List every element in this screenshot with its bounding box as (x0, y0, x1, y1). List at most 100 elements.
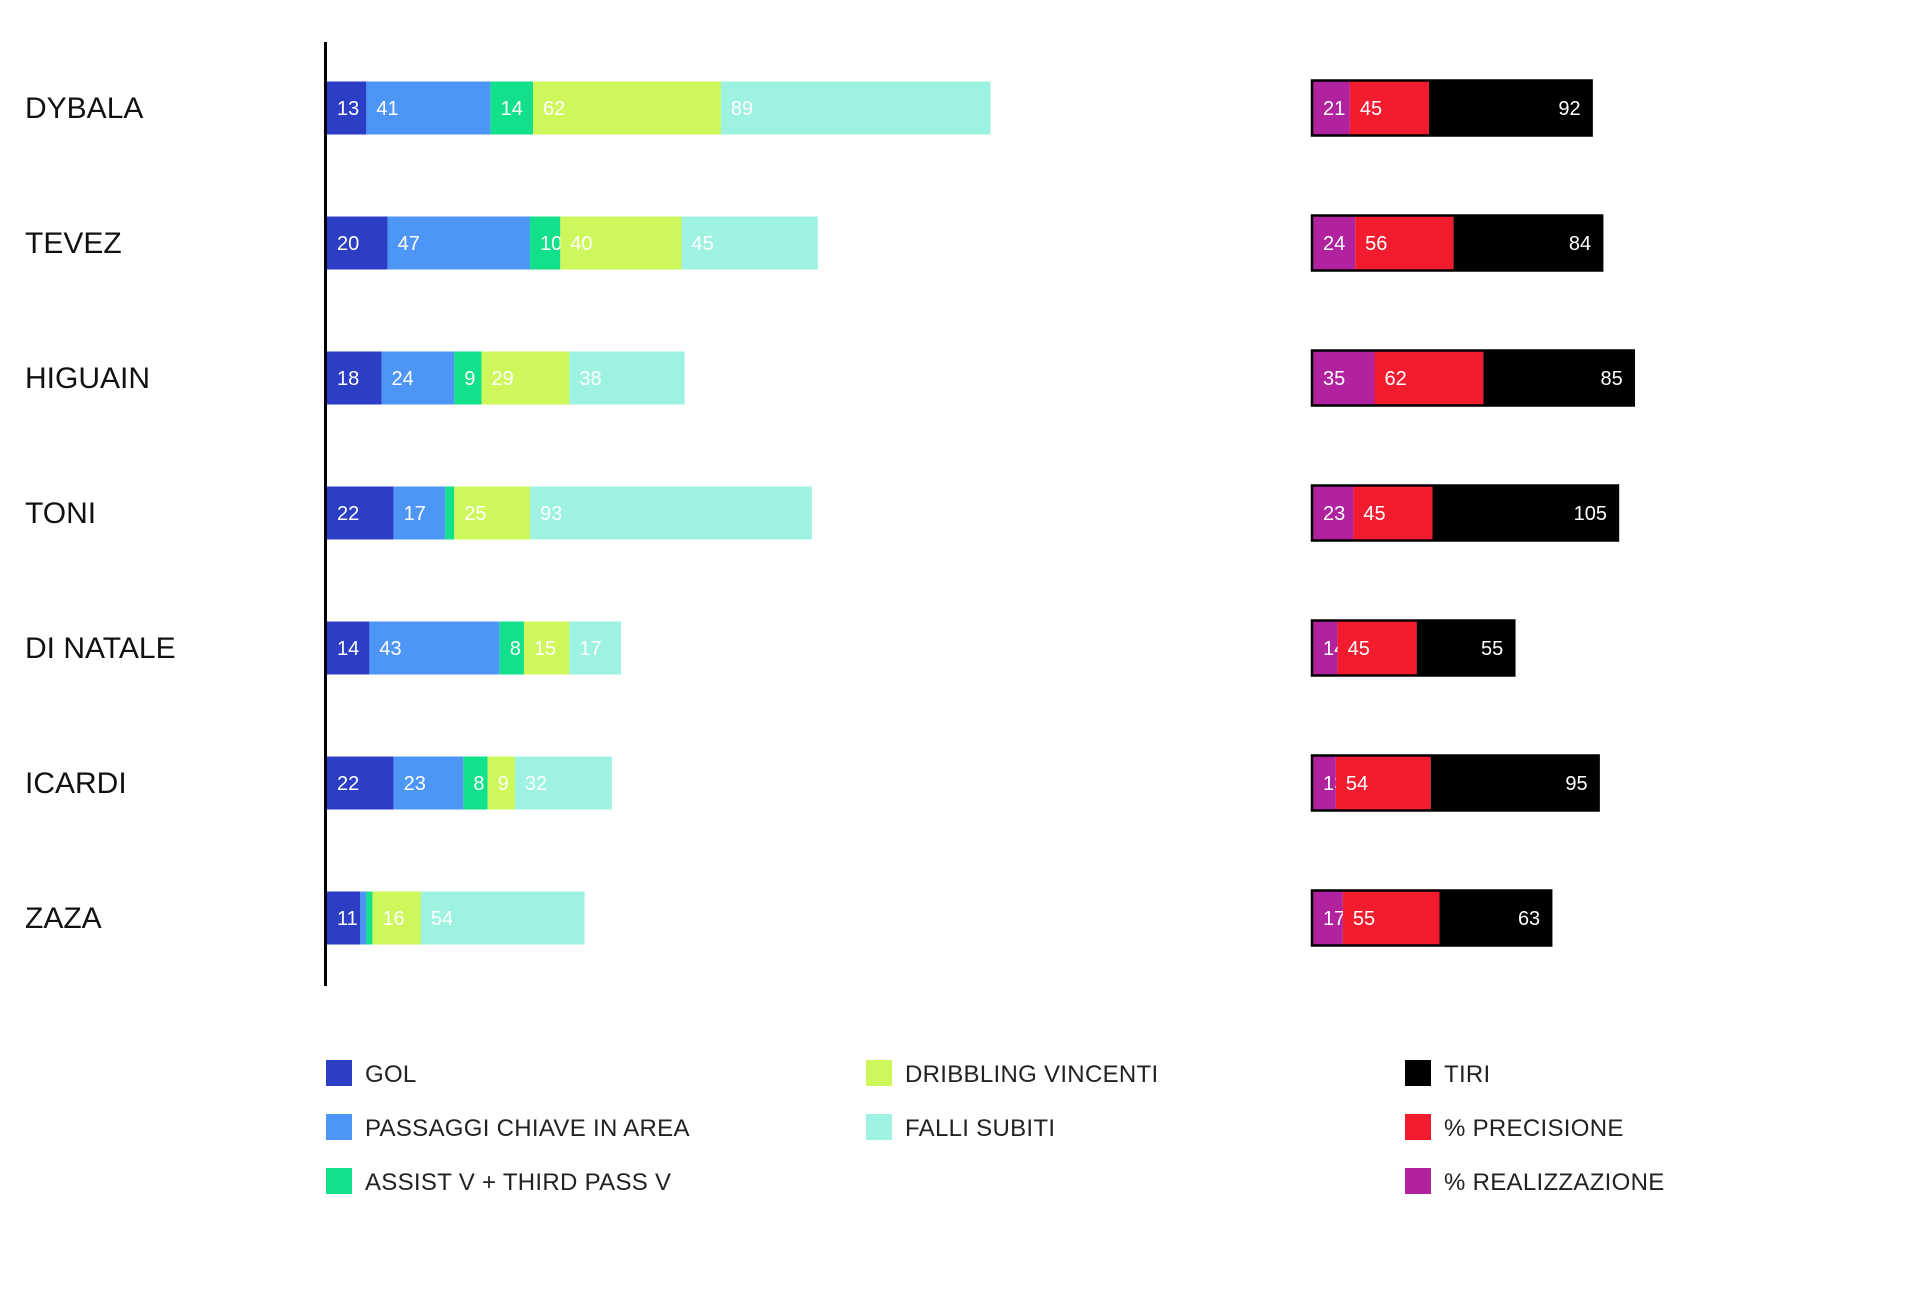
right-segment-tiri-tevez (1453, 216, 1602, 270)
right-bar-tevez: 24 56 84 (1310, 214, 1604, 272)
right-value-label: 105 (1574, 503, 1607, 525)
right-bar-frame (1310, 619, 1516, 677)
right-segment-precisione-tevez (1355, 216, 1454, 270)
left-value-label: 10 (540, 233, 562, 255)
legend-item-assist-v-third-pass-v: ASSIST V + THIRD PASS V (326, 1168, 671, 1196)
right-segment-realizzazione-icardi (1313, 756, 1336, 810)
left-segment-gol-tevez (327, 216, 388, 270)
legend-label: % REALIZZAZIONE (1444, 1169, 1665, 1196)
legend-label: DRIBBLING VINCENTI (905, 1061, 1158, 1088)
left-value-label: 17 (404, 503, 426, 525)
left-value-label: 40 (570, 233, 592, 255)
left-segment-falli-subiti-higuain (569, 351, 685, 405)
legend-label: % PRECISIONE (1444, 1115, 1624, 1142)
legend-swatch (866, 1114, 892, 1140)
left-segment-falli-subiti-icardi (514, 756, 612, 810)
left-value-label: 17 (579, 638, 601, 660)
left-value-label: 8 (510, 638, 521, 660)
left-segment-gol-dybala (327, 81, 367, 135)
right-value-label: 45 (1360, 98, 1382, 120)
left-segment-gol-zaza (327, 891, 361, 945)
left-bar-icardi: 22 23 8 9 32 (327, 756, 612, 810)
left-value-label: 14 (337, 638, 359, 660)
player-name: TONI (25, 497, 96, 530)
left-segment-falli-subiti-zaza (420, 891, 585, 945)
left-segment-passaggi-chiave-in-area-di-natale (369, 621, 500, 675)
left-value-label: 93 (540, 503, 562, 525)
right-value-label: 35 (1323, 368, 1345, 390)
legend-item-realizzazione: % REALIZZAZIONE (1405, 1168, 1665, 1196)
left-value-label: 62 (543, 98, 565, 120)
right-value-label: 17 (1323, 908, 1345, 930)
left-bar-dybala: 13 41 14 62 89 (327, 81, 991, 135)
right-value-label: 45 (1363, 503, 1385, 525)
left-value-label: 13 (337, 98, 359, 120)
player-name: TEVEZ (25, 227, 122, 260)
right-value-label: 45 (1348, 638, 1370, 660)
right-bar-zaza: 17 55 63 (1310, 889, 1553, 947)
right-value-label: 24 (1323, 233, 1345, 255)
left-bar-di-natale: 14 43 8 15 17 (327, 621, 621, 675)
right-segment-precisione-icardi (1335, 756, 1431, 810)
legend-swatch (1405, 1060, 1431, 1086)
player-name: DYBALA (25, 92, 143, 125)
right-segment-precisione-di-natale (1337, 621, 1417, 675)
right-segment-tiri-icardi (1430, 756, 1598, 810)
right-bar-toni: 23 45 105 (1310, 484, 1620, 542)
left-segment-assist-v-third-pass-v-icardi (463, 756, 488, 810)
left-bar-higuain: 18 24 9 29 38 (327, 351, 685, 405)
right-segment-precisione-higuain (1374, 351, 1484, 405)
left-segment-dribbling-vincenti-zaza (372, 891, 421, 945)
left-segment-assist-v-third-pass-v-tevez (530, 216, 561, 270)
right-bar-di-natale: 14 45 55 (1310, 619, 1516, 677)
right-bar-frame (1310, 79, 1593, 137)
right-segment-realizzazione-dybala (1313, 81, 1350, 135)
left-value-label: 22 (337, 503, 359, 525)
right-value-label: 92 (1558, 98, 1580, 120)
right-segment-precisione-toni (1353, 486, 1433, 540)
player-name: ICARDI (25, 767, 127, 800)
right-segment-realizzazione-di-natale (1313, 621, 1338, 675)
left-segment-dribbling-vincenti-dybala (533, 81, 721, 135)
left-value-label: 20 (337, 233, 359, 255)
left-segment-assist-v-third-pass-v-toni (445, 486, 455, 540)
right-segment-realizzazione-higuain (1313, 351, 1375, 405)
right-bar-dybala: 21 45 92 (1310, 79, 1593, 137)
legend-item-dribbling-vincenti: DRIBBLING VINCENTI (866, 1060, 1158, 1088)
right-segment-realizzazione-zaza (1313, 891, 1343, 945)
left-value-label: 16 (382, 908, 404, 930)
right-value-label: 55 (1353, 908, 1375, 930)
right-segment-tiri-di-natale (1416, 621, 1514, 675)
legend-label: ASSIST V + THIRD PASS V (365, 1169, 671, 1196)
right-value-label: 62 (1384, 368, 1406, 390)
left-segment-gol-di-natale (327, 621, 370, 675)
right-segment-realizzazione-toni (1313, 486, 1354, 540)
legend-swatch (1405, 1168, 1431, 1194)
left-value-label: 11 (337, 908, 358, 930)
player-name: DI NATALE (25, 632, 176, 665)
legend-item-gol: GOL (326, 1060, 416, 1088)
left-segment-gol-toni (327, 486, 394, 540)
legend-item-falli-subiti: FALLI SUBITI (866, 1114, 1055, 1142)
legend-item-precisione: % PRECISIONE (1405, 1114, 1624, 1142)
right-segment-tiri-dybala (1428, 81, 1591, 135)
left-value-label: 15 (534, 638, 556, 660)
right-value-label: 56 (1365, 233, 1387, 255)
right-segment-precisione-dybala (1349, 81, 1429, 135)
player-names: DYBALA TEVEZ HIGUAIN TONI DI NATALE ICARDI ZAZ… (25, 92, 176, 935)
left-value-label: 25 (464, 503, 486, 525)
left-value-label: 14 (501, 98, 523, 120)
left-segment-dribbling-vincenti-tevez (560, 216, 682, 270)
left-value-label: 9 (464, 368, 475, 390)
left-value-label: 45 (692, 233, 714, 255)
left-segment-passaggi-chiave-in-area-toni (393, 486, 446, 540)
left-value-label: 41 (376, 98, 398, 120)
left-value-label: 18 (337, 368, 359, 390)
right-bar-frame (1310, 484, 1620, 542)
right-segment-tiri-higuain (1483, 351, 1633, 405)
left-stacked-bars: 1341146289204710404518249293822173259314… (327, 81, 991, 945)
left-segment-falli-subiti-di-natale (569, 621, 621, 675)
right-bar-frame (1310, 889, 1553, 947)
left-segment-assist-v-third-pass-v-dybala (490, 81, 534, 135)
